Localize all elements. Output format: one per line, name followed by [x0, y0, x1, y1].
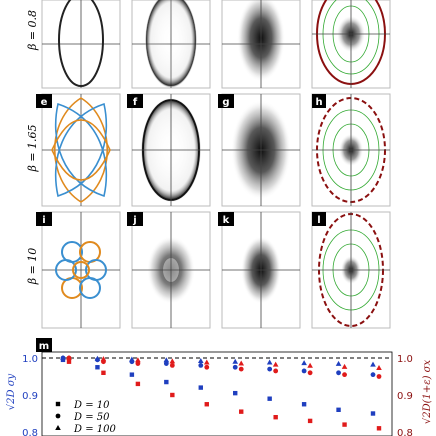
- data-point-blue: [129, 372, 135, 377]
- row-labels: β = 0.8 β = 1.65 β = 10: [26, 10, 39, 285]
- data-marks: [60, 355, 382, 431]
- panel-letter-k: k: [223, 215, 230, 226]
- row-2: e f g h: [36, 93, 391, 207]
- legend-marker: [55, 413, 61, 419]
- data-point-red: [203, 359, 210, 365]
- data-point-red: [66, 359, 72, 364]
- data-point-blue: [163, 361, 169, 366]
- data-point-blue: [301, 368, 307, 374]
- left-tick-label: 1.0: [22, 354, 38, 365]
- data-point-red: [170, 392, 175, 398]
- data-point-blue: [129, 356, 135, 362]
- data-point-blue: [94, 355, 101, 361]
- data-point-red: [238, 366, 244, 372]
- legend-label: D = 50: [73, 412, 110, 423]
- data-point-blue: [164, 379, 169, 385]
- data-point-red: [204, 402, 209, 407]
- data-point-blue: [370, 361, 376, 367]
- data-point-blue: [370, 372, 376, 378]
- data-point-blue: [197, 357, 204, 363]
- data-point-red: [169, 358, 176, 364]
- data-point-blue: [198, 385, 203, 390]
- left-axis-ticks: 0.8 0.9 1.0: [22, 354, 38, 436]
- data-point-blue: [60, 355, 66, 360]
- data-point-red: [135, 361, 141, 366]
- data-point-red: [169, 363, 175, 368]
- row-label-beta-1.65: β = 1.65: [26, 124, 39, 172]
- panel-letter-f: f: [133, 97, 138, 108]
- data-point-red: [66, 355, 72, 360]
- right-tick-label: 0.8: [397, 428, 413, 436]
- data-point-red: [376, 426, 382, 431]
- legend-label: D = 10: [73, 400, 110, 411]
- data-point-red: [204, 364, 210, 370]
- panel-letter-l: l: [317, 215, 320, 226]
- data-point-red: [272, 361, 279, 367]
- data-point-red: [101, 370, 106, 375]
- data-point-red: [135, 381, 141, 387]
- data-point-blue: [232, 358, 239, 364]
- data-point-blue: [267, 366, 273, 372]
- right-axis-ticks: 0.8 0.9 1.0: [397, 354, 413, 436]
- data-point-blue: [198, 363, 204, 368]
- lissajous-orbit-icon: [51, 97, 111, 203]
- data-point-blue: [336, 407, 341, 412]
- data-point-red: [342, 372, 347, 378]
- left-axis-label: √2D σy: [6, 373, 17, 410]
- panel-letter-g: g: [222, 97, 229, 108]
- chart-panel-m: m 0.8 0.9 1.0 0.8 0.9 1.0 √2D σy √2D(1+ε) σx…: [6, 338, 433, 436]
- data-point-red: [238, 360, 245, 366]
- panel-letter-m: m: [39, 341, 49, 352]
- ellipse-line-icon: [58, 0, 104, 87]
- left-tick-label: 0.9: [22, 391, 38, 402]
- plot-frame: [41, 351, 393, 436]
- data-point-red: [376, 364, 382, 370]
- row-label-beta-0.8: β = 0.8: [26, 10, 39, 51]
- data-point-blue: [267, 396, 272, 401]
- data-point-blue: [232, 364, 238, 370]
- data-point-blue: [335, 360, 342, 366]
- legend-marker: [55, 425, 61, 430]
- right-tick-label: 0.9: [397, 391, 413, 402]
- blurred-ellipse-icon: [145, 0, 197, 88]
- legend: D = 10D = 50D = 100: [55, 400, 116, 435]
- data-point-red: [239, 409, 244, 414]
- data-point-blue: [301, 360, 307, 366]
- data-point-red: [376, 374, 382, 379]
- data-point-red: [273, 368, 279, 374]
- data-point-red: [273, 415, 278, 420]
- data-point-blue: [301, 402, 307, 407]
- data-point-blue: [336, 370, 341, 376]
- panel-letter-h: h: [315, 97, 322, 108]
- data-point-red: [135, 357, 141, 363]
- left-tick-label: 0.8: [22, 428, 38, 436]
- row-3: i j k l: [36, 211, 391, 329]
- data-point-red: [307, 370, 313, 376]
- right-axis-label: √2D(1+ε) σx: [422, 359, 433, 424]
- panel-letter-i: i: [42, 215, 45, 226]
- data-point-blue: [266, 359, 273, 365]
- data-point-blue: [233, 390, 238, 396]
- data-point-red: [307, 362, 313, 368]
- data-point-red: [307, 418, 313, 424]
- row-1: [41, 0, 391, 89]
- data-point-blue: [163, 357, 170, 363]
- data-point-red: [342, 422, 347, 427]
- legend-marker: [55, 401, 61, 407]
- data-point-red: [100, 356, 107, 362]
- right-tick-label: 1.0: [397, 354, 413, 365]
- data-point-blue: [370, 411, 376, 416]
- row-label-beta-10: β = 10: [26, 248, 39, 286]
- data-point-blue: [95, 365, 100, 370]
- legend-label: D = 100: [73, 424, 116, 435]
- data-point-red: [341, 363, 348, 369]
- panel-letter-e: e: [41, 97, 48, 108]
- panel-letter-j: j: [132, 215, 136, 226]
